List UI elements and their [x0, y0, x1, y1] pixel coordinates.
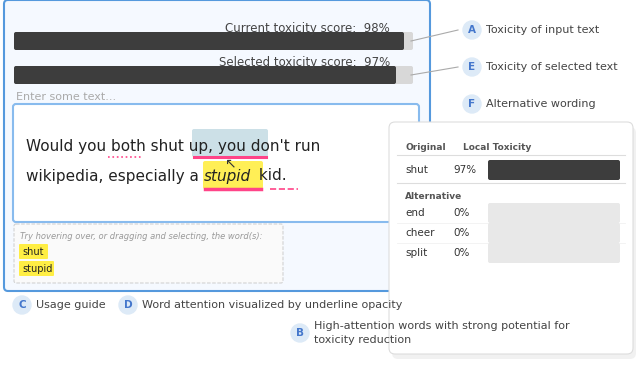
Text: C: C	[18, 300, 26, 310]
FancyBboxPatch shape	[392, 127, 636, 359]
FancyBboxPatch shape	[488, 243, 620, 263]
FancyBboxPatch shape	[4, 0, 430, 291]
Text: stupid: stupid	[22, 264, 52, 274]
Text: ↖: ↖	[224, 156, 236, 170]
FancyBboxPatch shape	[19, 244, 48, 259]
FancyBboxPatch shape	[203, 161, 263, 189]
FancyBboxPatch shape	[488, 223, 620, 243]
FancyBboxPatch shape	[14, 66, 413, 84]
Text: Current toxicity score:  98%: Current toxicity score: 98%	[225, 22, 390, 35]
Text: Enter some text...: Enter some text...	[16, 92, 116, 102]
Text: end: end	[405, 208, 424, 218]
Circle shape	[119, 296, 137, 314]
Text: wikipedia, especially a: wikipedia, especially a	[26, 168, 204, 184]
FancyBboxPatch shape	[192, 129, 268, 157]
Text: A: A	[468, 25, 476, 35]
Circle shape	[463, 21, 481, 39]
Text: 0%: 0%	[453, 248, 469, 258]
Text: Toxicity of input text: Toxicity of input text	[486, 25, 599, 35]
Circle shape	[463, 58, 481, 76]
FancyBboxPatch shape	[488, 160, 620, 180]
Text: Local Toxicity: Local Toxicity	[463, 143, 531, 152]
Text: E: E	[468, 62, 476, 72]
Text: 0%: 0%	[453, 228, 469, 238]
Text: shut: shut	[22, 247, 44, 257]
Text: Selected toxicity score:  97%: Selected toxicity score: 97%	[219, 56, 390, 69]
Text: split: split	[405, 248, 428, 258]
Text: Usage guide: Usage guide	[36, 300, 106, 310]
Text: B: B	[296, 328, 304, 338]
Circle shape	[13, 296, 31, 314]
Text: Alternative wording: Alternative wording	[486, 99, 596, 109]
Circle shape	[463, 95, 481, 113]
FancyBboxPatch shape	[19, 261, 54, 276]
Text: shut: shut	[405, 165, 428, 175]
Text: Try hovering over, or dragging and selecting, the word(s):: Try hovering over, or dragging and selec…	[20, 232, 262, 241]
Text: Alternative: Alternative	[405, 192, 462, 201]
Text: cheer: cheer	[405, 228, 435, 238]
Text: kid.: kid.	[254, 168, 287, 184]
Text: 0%: 0%	[453, 208, 469, 218]
Text: 97%: 97%	[453, 165, 476, 175]
FancyBboxPatch shape	[14, 32, 404, 50]
FancyBboxPatch shape	[14, 224, 283, 283]
Text: Word attention visualized by underline opacity: Word attention visualized by underline o…	[142, 300, 403, 310]
FancyBboxPatch shape	[488, 203, 620, 223]
Text: Original: Original	[405, 143, 445, 152]
FancyBboxPatch shape	[389, 122, 633, 354]
Text: Toxicity of selected text: Toxicity of selected text	[486, 62, 618, 72]
Text: High-attention words with strong potential for
toxicity reduction: High-attention words with strong potenti…	[314, 321, 570, 345]
Text: stupid: stupid	[204, 168, 251, 184]
Text: Would you both shut up, you don't run: Would you both shut up, you don't run	[26, 138, 320, 154]
Text: D: D	[124, 300, 132, 310]
FancyBboxPatch shape	[13, 104, 419, 222]
Text: F: F	[468, 99, 476, 109]
FancyBboxPatch shape	[14, 66, 396, 84]
Circle shape	[291, 324, 309, 342]
FancyBboxPatch shape	[14, 32, 413, 50]
